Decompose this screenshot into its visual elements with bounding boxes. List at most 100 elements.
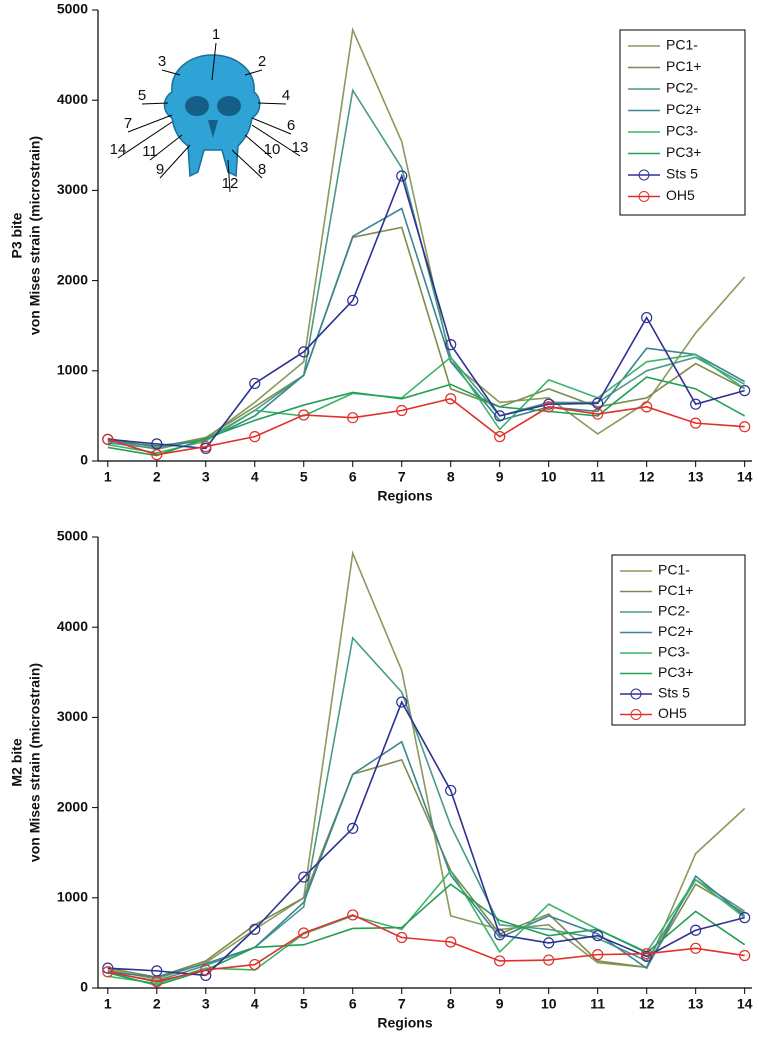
legend-label: PC1- <box>666 37 698 53</box>
data-point <box>200 964 212 976</box>
x-tick-label: 13 <box>688 469 704 485</box>
legend-label: PC2+ <box>666 101 701 117</box>
data-point <box>494 929 506 941</box>
y-tick-label: 5000 <box>57 528 88 544</box>
x-tick-label: 12 <box>639 469 655 485</box>
x-axis-label: Regions <box>377 488 432 504</box>
data-point <box>347 909 359 921</box>
data-point <box>641 311 653 324</box>
data-point <box>690 417 702 429</box>
data-point <box>151 449 163 461</box>
x-tick-label: 6 <box>349 996 357 1012</box>
annotation-leader <box>231 149 263 179</box>
data-point <box>249 431 261 443</box>
data-point <box>347 294 359 307</box>
data-point <box>151 438 163 450</box>
data-point <box>641 950 653 963</box>
x-tick-label: 14 <box>737 996 753 1012</box>
y-tick-label: 4000 <box>57 618 88 634</box>
x-tick-label: 12 <box>639 996 655 1012</box>
data-point <box>298 927 310 939</box>
data-point <box>543 398 555 410</box>
y-tick-label: 3000 <box>57 181 88 197</box>
annotation-leader <box>244 134 273 159</box>
legend-label: PC3- <box>658 644 690 660</box>
legend-label: PC3- <box>666 123 698 139</box>
data-point <box>102 433 114 445</box>
data-point <box>592 949 604 961</box>
x-tick-label: 10 <box>541 996 557 1012</box>
data-point <box>641 401 653 413</box>
y-axis-label: von Mises strain (microstrain) <box>27 136 43 335</box>
skull-region-label: 7 <box>124 115 132 132</box>
skull-region-label: 10 <box>264 141 281 158</box>
data-point <box>592 930 604 942</box>
legend-label: PC1- <box>658 562 690 578</box>
x-tick-label: 4 <box>251 469 259 485</box>
x-tick-label: 9 <box>496 469 504 485</box>
series-line <box>107 226 746 449</box>
legend-box <box>619 29 746 216</box>
legend-label: PC2- <box>658 603 690 619</box>
y-tick-label: 2000 <box>57 798 88 814</box>
y-axis-label: P3 bite <box>9 212 25 258</box>
legend-box <box>611 554 746 726</box>
y-tick-label: 5000 <box>57 1 88 17</box>
y-tick-label: 4000 <box>57 91 88 107</box>
x-tick-label: 2 <box>153 469 161 485</box>
legend-marker <box>638 169 650 181</box>
skull-region-label: 1 <box>212 26 220 43</box>
legend-label: PC2- <box>666 80 698 96</box>
orbit <box>185 96 209 116</box>
series-line <box>107 758 746 978</box>
x-tick-label: 14 <box>737 469 753 485</box>
x-axis-label: Regions <box>377 1015 432 1031</box>
y-tick-label: 0 <box>80 452 88 468</box>
x-tick-label: 8 <box>447 996 455 1012</box>
data-point <box>151 965 163 977</box>
y-tick-label: 3000 <box>57 708 88 724</box>
x-tick-label: 6 <box>349 469 357 485</box>
data-point <box>396 931 408 944</box>
x-tick-label: 8 <box>447 469 455 485</box>
skull-region-label: 6 <box>287 117 295 134</box>
data-point <box>396 170 408 182</box>
data-point <box>298 346 310 358</box>
annotation-leader <box>244 69 263 76</box>
legend-label: PC3+ <box>658 664 693 680</box>
x-tick-label: 5 <box>300 469 308 485</box>
series-line <box>107 376 746 457</box>
data-point <box>445 936 457 948</box>
legend-label: Sts 5 <box>658 685 690 701</box>
data-point <box>494 410 506 422</box>
data-point <box>494 431 506 443</box>
data-point <box>151 976 163 988</box>
legend-label: PC1+ <box>666 58 701 74</box>
data-point <box>739 949 751 962</box>
data-point <box>249 958 261 971</box>
data-point <box>102 966 114 978</box>
x-tick-label: 7 <box>398 996 406 1012</box>
data-point <box>543 401 555 413</box>
series-line <box>107 700 745 977</box>
skull-region-label: 8 <box>258 161 266 178</box>
data-point <box>347 412 359 424</box>
data-point <box>445 784 457 797</box>
data-point <box>543 954 555 966</box>
data-point <box>298 409 310 421</box>
legend-label: PC2+ <box>658 623 693 639</box>
skull-region-label: 9 <box>156 161 164 178</box>
data-point <box>739 385 751 397</box>
annotation-leader <box>161 69 181 76</box>
series-line <box>107 740 746 978</box>
annotation-leader <box>141 102 169 105</box>
skull-region-label: 13 <box>292 139 309 156</box>
data-point <box>396 696 408 708</box>
y-tick-label: 1000 <box>57 362 88 378</box>
skull-region-label: 4 <box>282 87 290 104</box>
x-tick-label: 4 <box>251 996 259 1012</box>
data-point <box>690 398 702 410</box>
legend-label: OH5 <box>666 187 695 203</box>
legend-label: PC3+ <box>666 144 701 160</box>
x-tick-label: 2 <box>153 996 161 1012</box>
